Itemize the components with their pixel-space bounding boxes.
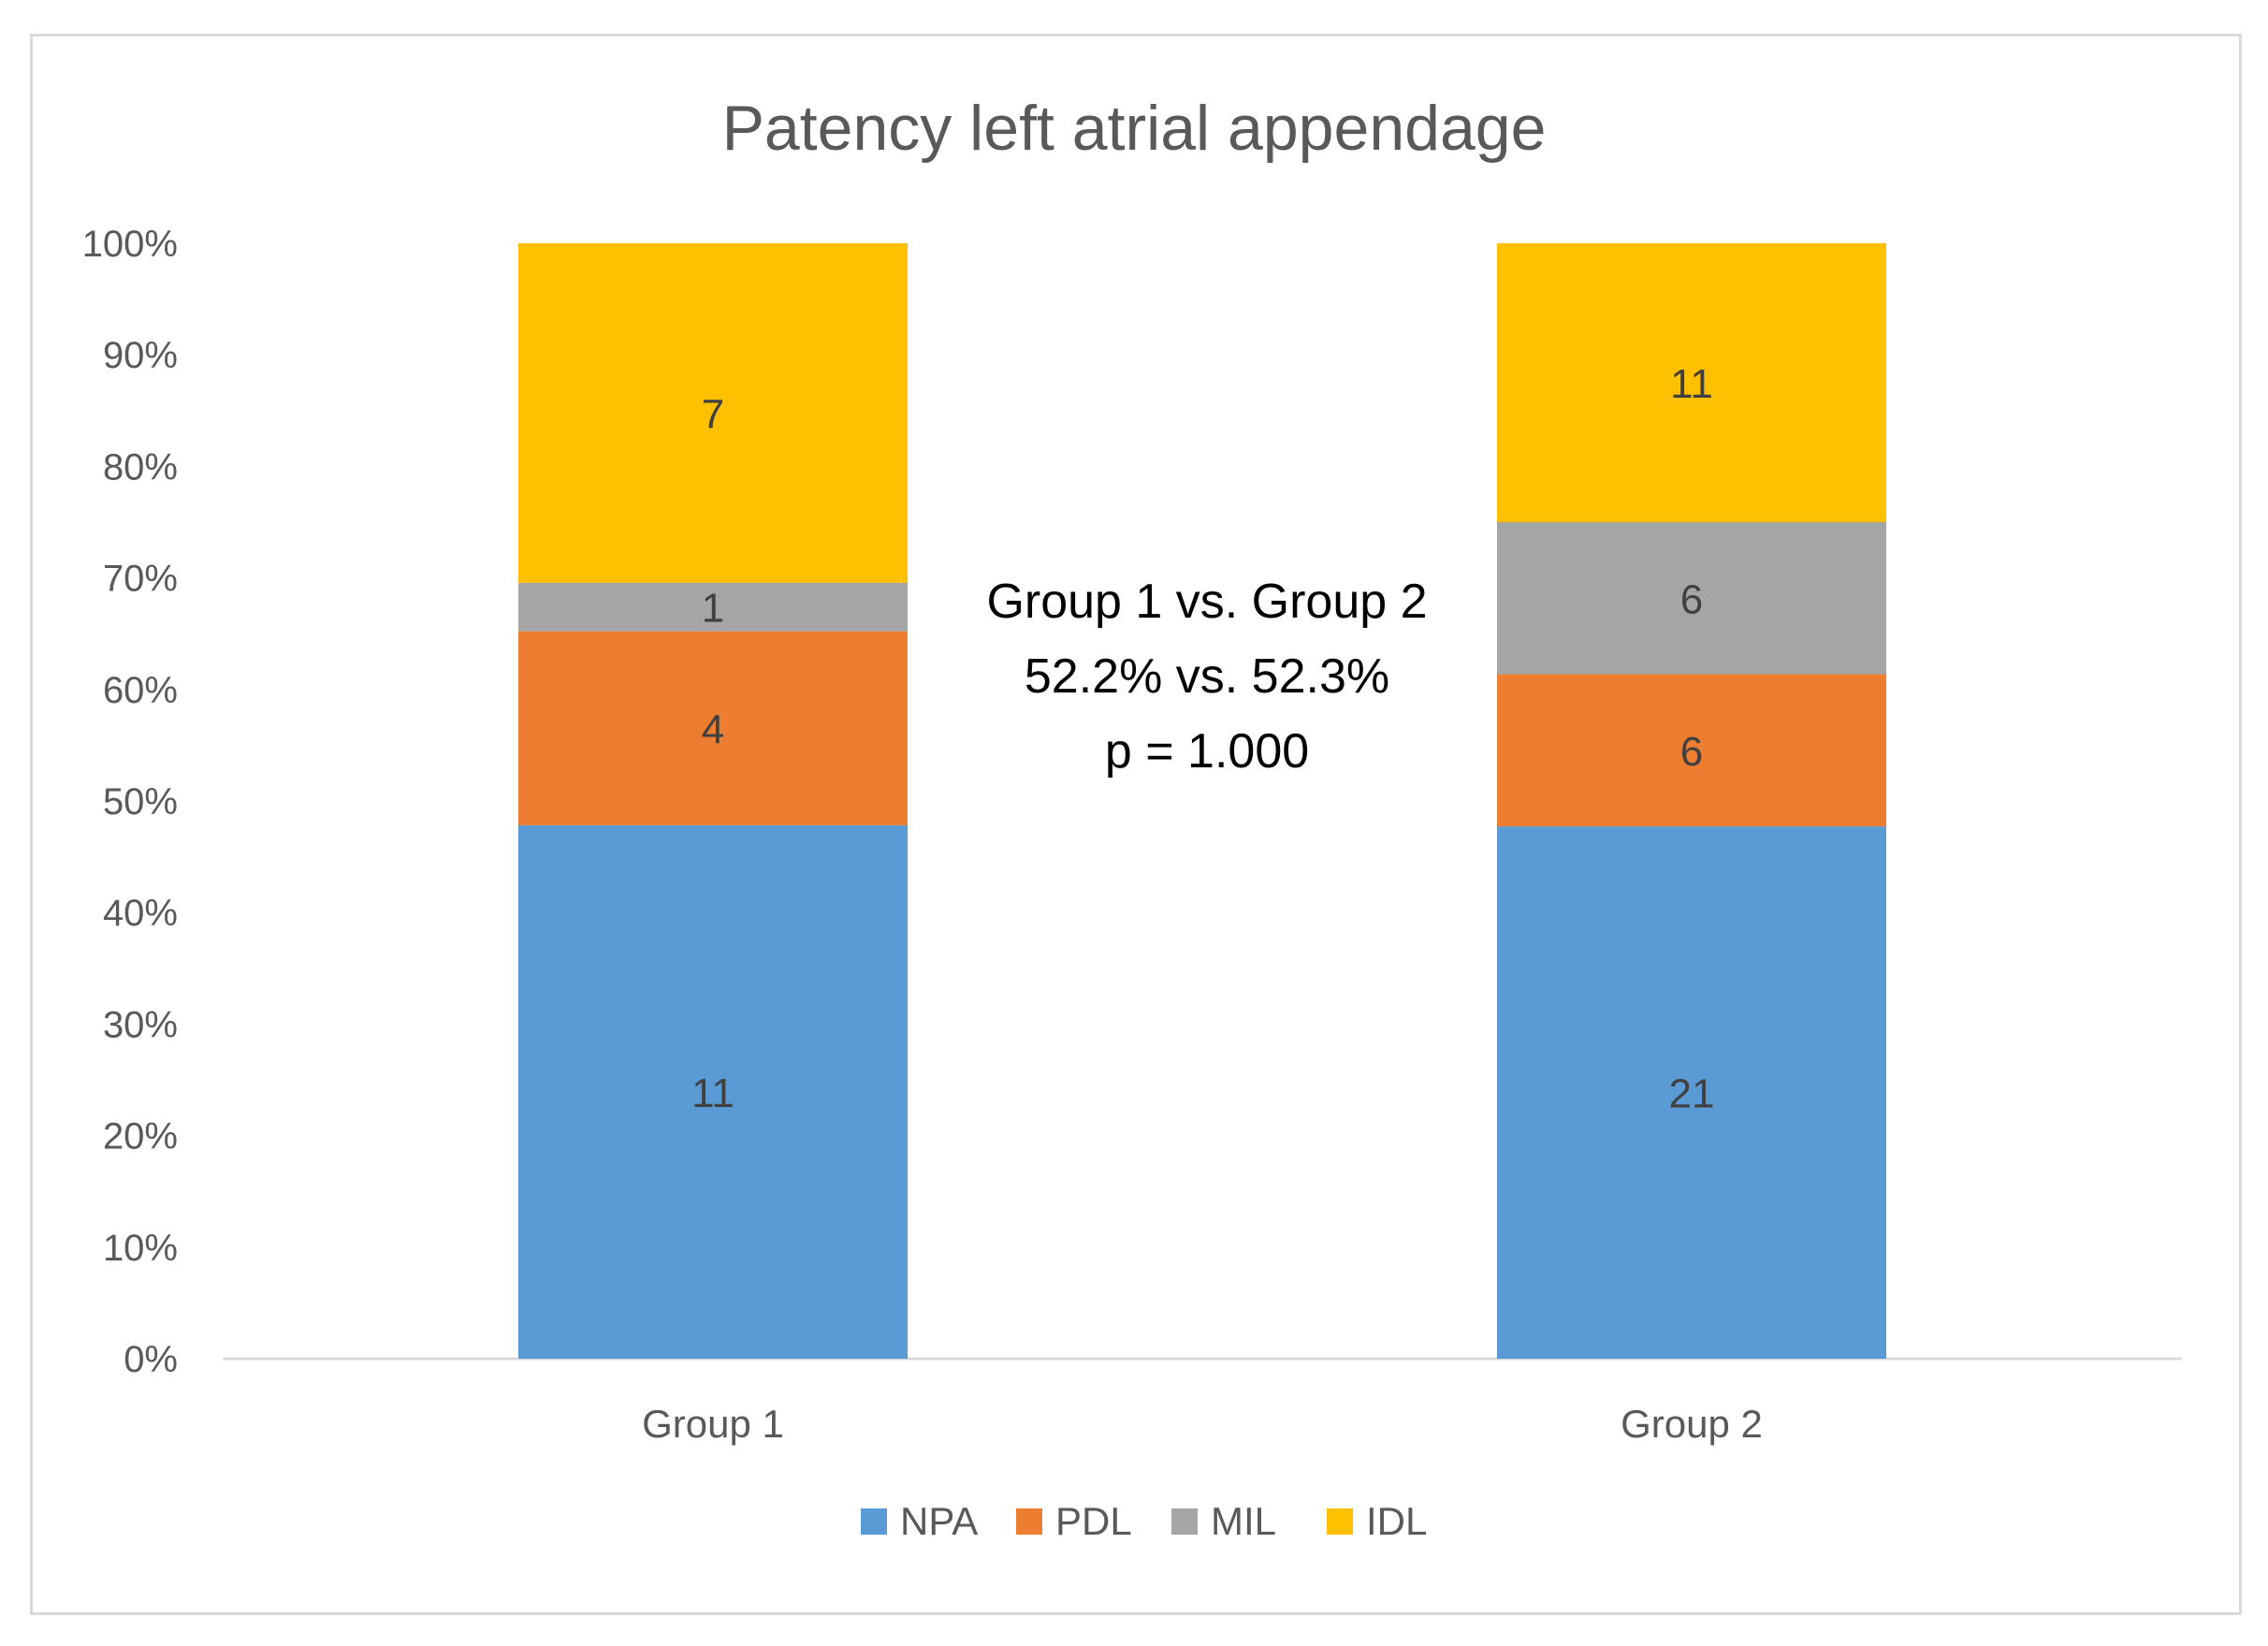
data-label-npa-1: 11 [691,1071,734,1116]
y-tick-label: 30% [103,1004,178,1045]
x-axis-labels: Group 1 Group 2 [642,1402,1763,1446]
y-tick-label: 80% [103,446,178,488]
y-tick-label: 10% [103,1228,178,1269]
legend-swatch-mil [1171,1508,1198,1535]
legend-label-npa: NPA [900,1499,978,1543]
data-label-npa-2: 21 [1669,1071,1715,1117]
data-label-idl-2: 11 [1670,361,1713,407]
legend: NPA PDL MIL IDL [861,1499,1427,1543]
bar-segment-npa-2 [1497,826,1886,1359]
annotation-line-1: Group 1 vs. Group 2 [986,575,1427,629]
bars: 11 4 1 7 21 6 6 11 [518,243,1886,1359]
bar-segment-idl-1 [518,243,908,583]
y-tick-label: 40% [103,893,178,934]
annotation-line-3: p = 1.000 [1105,724,1309,779]
y-tick-label: 20% [103,1116,178,1158]
data-label-pdl-2: 6 [1680,729,1703,775]
y-tick-label: 60% [103,670,178,711]
y-tick-label: 90% [103,335,178,376]
y-axis: 0% 10% 20% 30% 40% 50% 60% 70% 80% 90% 100% [82,224,178,1380]
bar-segment-pdl-2 [1497,674,1886,827]
legend-swatch-npa [861,1508,887,1535]
annotation-line-2: 52.2% vs. 52.3% [1025,649,1389,704]
data-label-idl-1: 7 [702,391,724,437]
p-value-annotation: Group 1 vs. Group 2 52.2% vs. 52.3% p = … [986,575,1427,779]
chart-title: Patency left atrial appendage [722,93,1547,164]
bar-segment-mil-2 [1497,522,1886,675]
y-tick-label: 0% [124,1339,178,1380]
x-tick-label: Group 2 [1621,1402,1763,1446]
y-tick-label: 100% [82,224,178,265]
data-label-mil-1: 1 [702,586,724,632]
y-tick-label: 50% [103,781,178,823]
bar-segment-mil-1 [518,582,908,632]
legend-swatch-pdl [1016,1508,1042,1535]
bar-segment-pdl-1 [518,631,908,825]
legend-swatch-idl [1327,1508,1353,1535]
data-label-pdl-1: 4 [702,706,724,752]
data-label-mil-2: 6 [1680,576,1703,622]
y-tick-label: 70% [103,559,178,600]
bar-segment-idl-2 [1497,243,1886,522]
legend-label-idl: IDL [1366,1499,1427,1543]
legend-label-mil: MIL [1211,1499,1276,1543]
x-tick-label: Group 1 [642,1402,784,1446]
bar-segment-npa-1 [518,824,908,1359]
legend-label-pdl: PDL [1055,1499,1132,1543]
